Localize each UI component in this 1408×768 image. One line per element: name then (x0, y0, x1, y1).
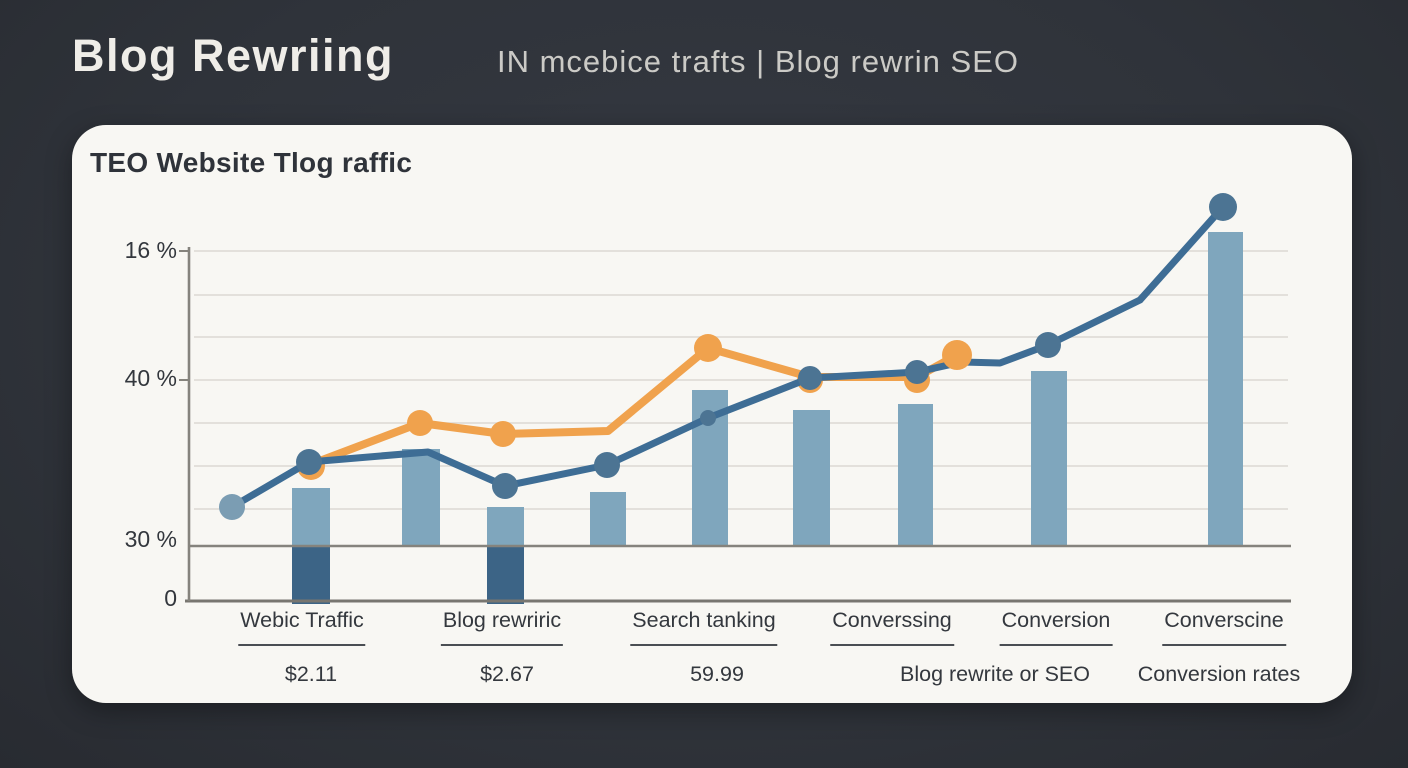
footer-value: $2.67 (480, 662, 534, 686)
x-axis-label: Blog rewriric (440, 608, 564, 646)
data-point-blue (219, 494, 245, 520)
data-point-orange (407, 410, 433, 436)
data-point-blue (594, 452, 620, 478)
bar (793, 410, 830, 546)
footer-value: $2.11 (284, 662, 338, 686)
data-point-orange (694, 334, 722, 362)
x-axis-label-text: Converscine (1162, 608, 1286, 646)
x-axis-label: Converssing (830, 608, 954, 646)
data-point-orange (490, 421, 516, 447)
page-subtitle: IN mcebice trafts | Blog rewrin SEO (497, 44, 1019, 79)
footer-value: Conversion rates (1137, 662, 1301, 686)
x-axis-label-text: Conversion (999, 608, 1113, 646)
x-axis-label: Conversion (999, 608, 1113, 646)
x-axis-label: Converscine (1162, 608, 1286, 646)
chart-card: 16 % 40 % 30 % 0 TEO Website Tlog raffic We… (72, 125, 1352, 703)
data-point-blue (905, 360, 929, 384)
y-axis-label: 40 % (125, 365, 177, 391)
bar-dark-base (292, 546, 330, 604)
bar (292, 488, 330, 546)
x-axis-label-text: Blog rewriric (440, 608, 564, 646)
y-axis-label: 30 % (125, 526, 177, 552)
bar (487, 507, 524, 546)
data-point-blue (1209, 193, 1237, 221)
x-axis-label: Webic Traffic (238, 608, 366, 646)
chart-title: TEO Website Tlog raffic (90, 147, 413, 178)
bar (1031, 371, 1067, 546)
page-title: Blog Rewriing (72, 30, 394, 81)
bar (898, 404, 933, 546)
bar (590, 492, 626, 546)
bar (1208, 232, 1243, 546)
data-point-blue (1035, 332, 1061, 358)
chart-canvas: 16 % 40 % 30 % 0 (125, 193, 1291, 611)
data-point-blue (798, 366, 822, 390)
data-point-blue (492, 473, 518, 499)
bar (402, 449, 440, 546)
bar-dark-base (487, 546, 524, 604)
data-point-orange (942, 340, 972, 370)
y-axis-label: 0 (164, 585, 177, 611)
y-axis-label: 16 % (125, 237, 177, 263)
data-point-blue (700, 410, 716, 426)
footer-value: 59.99 (690, 662, 744, 686)
x-axis-label-text: Search tanking (630, 608, 778, 646)
x-axis-label-text: Converssing (830, 608, 954, 646)
orange-line (305, 344, 961, 469)
x-axis-label-text: Webic Traffic (238, 608, 366, 646)
footer-value: Blog rewrite or SEO (900, 662, 1090, 686)
x-axis-label: Search tanking (630, 608, 778, 646)
data-point-blue (296, 449, 322, 475)
